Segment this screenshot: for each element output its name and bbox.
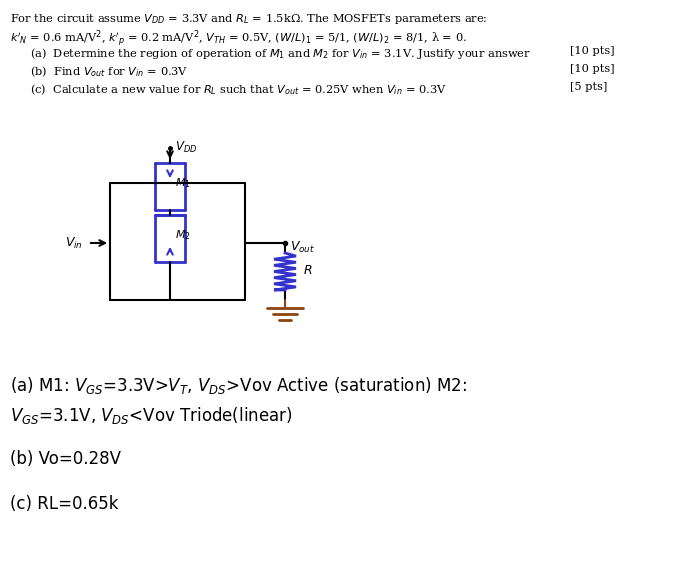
Text: $V_{out}$: $V_{out}$ bbox=[290, 240, 315, 255]
Text: [10 pts]: [10 pts] bbox=[570, 46, 614, 56]
Text: $R$: $R$ bbox=[303, 265, 312, 278]
Text: [10 pts]: [10 pts] bbox=[570, 64, 614, 74]
Text: (b)  Find $V_{out}$ for $V_{in}$ = 0.3V: (b) Find $V_{out}$ for $V_{in}$ = 0.3V bbox=[30, 64, 188, 79]
Text: $M_2$: $M_2$ bbox=[175, 228, 190, 242]
Text: $V_{GS}$=3.1V, $V_{DS}$<Vov Triode(linear): $V_{GS}$=3.1V, $V_{DS}$<Vov Triode(linea… bbox=[10, 405, 292, 426]
Text: [5 pts]: [5 pts] bbox=[570, 82, 608, 92]
Text: $V_{in}$: $V_{in}$ bbox=[65, 235, 83, 251]
Text: For the circuit assume $V_{DD}$ = 3.3V and $R_L$ = 1.5kΩ. The MOSFETs parameters: For the circuit assume $V_{DD}$ = 3.3V a… bbox=[10, 12, 488, 26]
Text: $k'_N$ = 0.6 mA/V$^2$, $k'_p$ = 0.2 mA/V$^2$, $V_{TH}$ = 0.5V, $(W/L)_1$ = 5/1, : $k'_N$ = 0.6 mA/V$^2$, $k'_p$ = 0.2 mA/V… bbox=[10, 28, 467, 49]
Text: $M_1$: $M_1$ bbox=[175, 176, 191, 190]
Text: (a)  Determine the region of operation of $M_1$ and $M_2$ for $V_{in}$ = 3.1V. J: (a) Determine the region of operation of… bbox=[30, 46, 531, 61]
Text: (c)  Calculate a new value for $R_L$ such that $V_{out}$ = 0.25V when $V_{in}$ =: (c) Calculate a new value for $R_L$ such… bbox=[30, 82, 447, 97]
Text: (a) M1: $V_{GS}$=3.3V>$V_T$, $V_{DS}$>Vov Active (saturation) M2:: (a) M1: $V_{GS}$=3.3V>$V_T$, $V_{DS}$>Vo… bbox=[10, 375, 467, 396]
Text: (c) RL=0.65k: (c) RL=0.65k bbox=[10, 495, 119, 513]
Text: $V_{DD}$: $V_{DD}$ bbox=[175, 140, 197, 155]
Text: (b) Vo=0.28V: (b) Vo=0.28V bbox=[10, 450, 121, 468]
